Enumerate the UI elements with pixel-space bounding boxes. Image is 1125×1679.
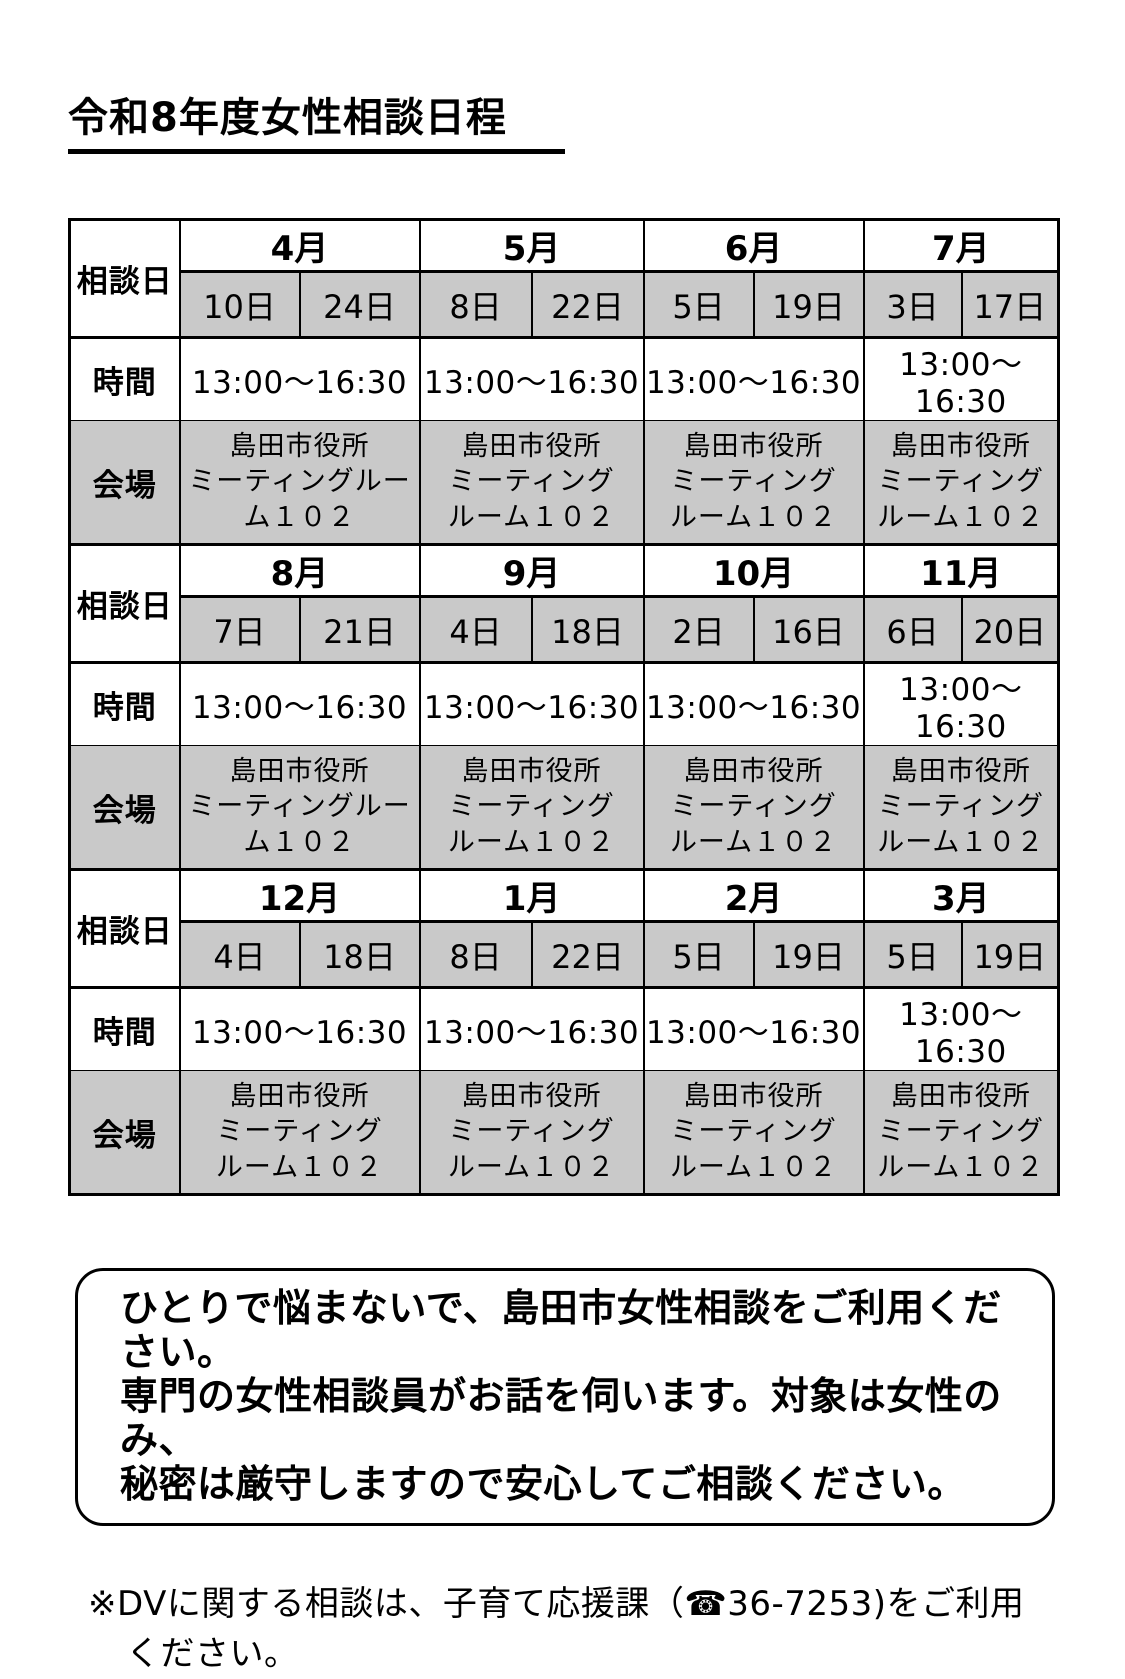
schedule-block-apr-jul: 相談日 4月 5月 6月 7月 10日 24日 8日 22日 5日 19日 3日… [68, 218, 1060, 546]
date-cell: 19日 [960, 920, 1060, 989]
date-cell: 10日 [178, 270, 301, 339]
row-label-venue: 会場 [68, 745, 181, 871]
time-cell: 13:00～16:30 [642, 986, 865, 1071]
date-cell: 5日 [862, 920, 963, 989]
month-header-cell: 12月 [178, 868, 421, 923]
time-cell: 13:00～16:30 [862, 986, 1060, 1071]
date-cell: 18日 [298, 920, 421, 989]
month-header-cell: 4月 [178, 218, 421, 273]
consultation-schedule-table: 相談日 4月 5月 6月 7月 10日 24日 8日 22日 5日 19日 3日… [68, 218, 1061, 1196]
row-label-consult-date: 相談日 [68, 868, 181, 989]
date-cell: 17日 [960, 270, 1060, 339]
venue-cell: 島田市役所 ミーティングルー ム１０２ [178, 745, 421, 871]
date-cell: 22日 [530, 270, 645, 339]
date-cell: 5日 [642, 270, 755, 339]
month-header-cell: 9月 [418, 543, 645, 598]
date-cell: 24日 [298, 270, 421, 339]
time-cell: 13:00～16:30 [418, 336, 645, 421]
time-cell: 13:00～16:30 [862, 661, 1060, 746]
month-header-cell: 11月 [862, 543, 1060, 598]
row-label-consult-date: 相談日 [68, 218, 181, 339]
time-cell: 13:00～16:30 [418, 661, 645, 746]
row-label-time: 時間 [68, 336, 181, 421]
dv-note-line1: ※DVに関する相談は、子育て応援課（☎36-7253)をご利用 [88, 1580, 1057, 1629]
month-header-cell: 10月 [642, 543, 865, 598]
time-cell: 13:00～16:30 [642, 661, 865, 746]
date-cell: 4日 [418, 595, 533, 664]
time-cell: 13:00～16:30 [178, 661, 421, 746]
row-label-consult-date: 相談日 [68, 543, 181, 664]
info-box-line: 専門の女性相談員がお話を伺います。対象は女性のみ、 [120, 1374, 1002, 1463]
info-box-line: 秘密は厳守しますので安心してご相談ください。 [120, 1462, 966, 1507]
month-header-cell: 6月 [642, 218, 865, 273]
time-cell: 13:00～16:30 [178, 336, 421, 421]
venue-cell: 島田市役所 ミーティング ルーム１０２ [862, 1070, 1060, 1196]
date-cell: 3日 [862, 270, 963, 339]
date-cell: 5日 [642, 920, 755, 989]
venue-cell: 島田市役所 ミーティング ルーム１０２ [418, 1070, 645, 1196]
venue-cell: 島田市役所 ミーティング ルーム１０２ [642, 745, 865, 871]
venue-cell: 島田市役所 ミーティング ルーム１０２ [862, 745, 1060, 871]
month-header-cell: 7月 [862, 218, 1060, 273]
venue-cell: 島田市役所 ミーティング ルーム１０２ [418, 420, 645, 546]
month-header-cell: 8月 [178, 543, 421, 598]
info-box-line: ひとりで悩まないで、島田市女性相談をご利用ください。 [120, 1286, 1002, 1375]
row-label-venue: 会場 [68, 1070, 181, 1196]
time-cell: 13:00～16:30 [862, 336, 1060, 421]
month-header-cell: 2月 [642, 868, 865, 923]
time-cell: 13:00～16:30 [178, 986, 421, 1071]
schedule-block-dec-mar: 相談日 12月 1月 2月 3月 4日 18日 8日 22日 5日 19日 5日… [68, 868, 1060, 1196]
month-header-cell: 5月 [418, 218, 645, 273]
date-cell: 19日 [752, 920, 865, 989]
date-cell: 22日 [530, 920, 645, 989]
time-cell: 13:00～16:30 [418, 986, 645, 1071]
time-cell: 13:00～16:30 [642, 336, 865, 421]
row-label-time: 時間 [68, 986, 181, 1071]
month-header-cell: 3月 [862, 868, 1060, 923]
venue-cell: 島田市役所 ミーティングルー ム１０２ [178, 420, 421, 546]
row-label-time: 時間 [68, 661, 181, 746]
date-cell: 2日 [642, 595, 755, 664]
page-title: 令和8年度女性相談日程 [68, 95, 565, 154]
date-cell: 21日 [298, 595, 421, 664]
row-label-venue: 会場 [68, 420, 181, 546]
date-cell: 18日 [530, 595, 645, 664]
month-header-cell: 1月 [418, 868, 645, 923]
date-cell: 16日 [752, 595, 865, 664]
venue-cell: 島田市役所 ミーティング ルーム１０２ [642, 1070, 865, 1196]
dv-consultation-note: ※DVに関する相談は、子育て応援課（☎36-7253)をご利用 ください。 [88, 1580, 1057, 1679]
date-cell: 6日 [862, 595, 963, 664]
venue-cell: 島田市役所 ミーティング ルーム１０２ [642, 420, 865, 546]
date-cell: 8日 [418, 270, 533, 339]
consultation-info-box: ひとりで悩まないで、島田市女性相談をご利用ください。 専門の女性相談員がお話を伺… [75, 1268, 1055, 1527]
dv-note-text-pre: ※DVに関する相談は、子育て応援課（ [88, 1584, 685, 1625]
venue-cell: 島田市役所 ミーティング ルーム１０２ [862, 420, 1060, 546]
dv-note-line2: ください。 [126, 1633, 299, 1674]
date-cell: 20日 [960, 595, 1060, 664]
schedule-block-aug-nov: 相談日 8月 9月 10月 11月 7日 21日 4日 18日 2日 16日 6… [68, 543, 1060, 871]
date-cell: 7日 [178, 595, 301, 664]
date-cell: 8日 [418, 920, 533, 989]
date-cell: 19日 [752, 270, 865, 339]
dv-note-text-post: 36-7253)をご利用 [727, 1584, 1025, 1625]
venue-cell: 島田市役所 ミーティング ルーム１０２ [178, 1070, 421, 1196]
date-cell: 4日 [178, 920, 301, 989]
venue-cell: 島田市役所 ミーティング ルーム１０２ [418, 745, 645, 871]
telephone-icon: ☎ [684, 1584, 728, 1625]
